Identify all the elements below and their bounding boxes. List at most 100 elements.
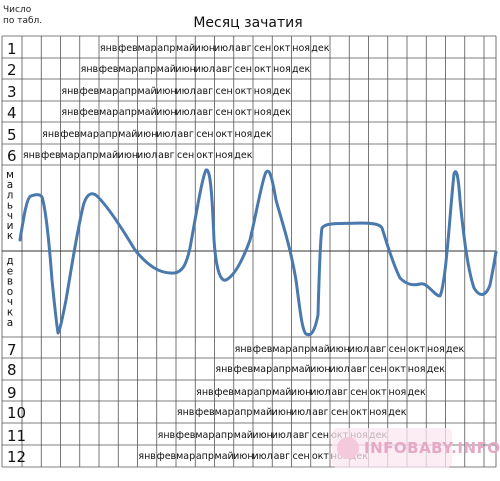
month-cell-апр: апр [80,150,98,161]
month-cell-июн: июн [195,43,215,54]
month-cell-июн: июн [137,129,157,140]
month-cell-окт: окт [312,451,330,462]
month-cell-фев: фев [41,150,61,161]
month-cell-апр: апр [119,86,137,97]
boy-label-letter: л [7,189,14,201]
month-cell-фев: фев [118,43,138,54]
month-cell-май: май [176,43,195,54]
month-cell-сен: сен [389,344,406,355]
month-cell-авг: авг [235,43,251,54]
month-cell-мар: мар [99,86,118,97]
month-cell-янв: янв [235,344,253,355]
month-cell-апр: апр [292,344,310,355]
month-cell-фев: фев [99,64,119,75]
month-cell-сен: сен [215,107,232,118]
month-cell-ноя: ноя [254,107,272,118]
month-cell-янв: янв [81,64,99,75]
boy-label-letter: ь [7,200,13,212]
month-cell-фев: фев [60,129,80,140]
gender-curve [18,168,498,337]
month-cell-мар: мар [215,407,234,418]
month-cell-фев: фев [80,86,100,97]
month-cell-ноя: ноя [273,64,291,75]
month-cell-янв: янв [177,407,195,418]
boy-label-letter: а [7,179,13,191]
top-row-number: 3 [7,83,17,101]
month-cell-окт: окт [254,64,272,75]
month-cell-фев: фев [80,107,100,118]
month-cell-дек: дек [388,407,406,418]
month-cell-янв: янв [23,150,41,161]
girl-label-letter: в [7,276,13,288]
month-cell-сен: сен [177,150,194,161]
month-cell-окт: окт [216,129,234,140]
month-cell-авг: авг [293,430,309,441]
corner-label-line2: по табл. [3,16,42,26]
month-cell-апр: апр [215,430,233,441]
month-cell-ноя: ноя [389,387,407,398]
month-cell-сен: сен [215,86,232,97]
month-cell-окт: окт [196,150,214,161]
bottom-row-number: 11 [7,427,26,445]
month-cell-июл: июл [176,107,196,118]
month-cell-авг: авг [216,64,232,75]
month-cell-авг: авг [351,364,367,375]
site-watermark: INFOBABY.INFO [332,428,500,468]
bottom-row-number: 10 [7,404,26,422]
month-cell-фев: фев [253,344,273,355]
month-cell-янв: янв [61,86,79,97]
month-cell-авг: авг [370,344,386,355]
month-cell-мар: мар [99,107,118,118]
top-row-number: 5 [7,126,17,144]
month-cell-дек: дек [311,43,329,54]
month-cell-авг: авг [158,150,174,161]
month-cell-мар: мар [253,364,272,375]
bottom-row-number: 9 [7,384,17,402]
month-cell-янв: янв [196,387,214,398]
top-row-number: 4 [7,104,17,122]
month-cell-дек: дек [254,129,272,140]
month-cell-май: май [272,387,291,398]
month-cell-авг: авг [331,387,347,398]
month-cell-июл: июл [214,43,234,54]
grid-lines [1,35,497,468]
boy-label-letter: м [6,169,14,181]
month-cell-сен: сен [331,407,348,418]
month-cell-июл: июл [330,364,350,375]
month-cell-июн: июн [291,387,311,398]
month-cell-дек: дек [408,387,426,398]
month-cell-ноя: ноя [254,86,272,97]
girl-label-letter: о [7,286,13,298]
month-cell-июл: июл [137,150,157,161]
month-cell-июн: июн [329,344,349,355]
top-row-number: 1 [7,40,17,58]
month-cell-июл: июл [310,387,330,398]
month-cell-ноя: ноя [369,407,387,418]
month-cell-сен: сен [369,364,386,375]
month-cell-июл: июл [272,430,292,441]
month-cell-фев: фев [176,430,196,441]
month-cell-июн: июн [156,107,176,118]
top-row-number: 2 [7,61,17,79]
watermark-backdrop [332,428,452,468]
month-cell-июн: июн [118,150,138,161]
month-cell-апр: апр [119,107,137,118]
month-cell-авг: авг [274,451,290,462]
month-cell-авг: авг [197,86,213,97]
month-cell-авг: авг [312,407,328,418]
month-cell-сен: сен [312,430,329,441]
month-cell-сен: сен [235,64,252,75]
month-cell-авг: авг [197,107,213,118]
month-cell-апр: апр [100,129,118,140]
month-cell-окт: окт [273,43,291,54]
month-cell-фев: фев [157,451,177,462]
corner-label-line1: Число [3,5,32,15]
month-cell-сен: сен [350,387,367,398]
month-cell-май: май [215,451,234,462]
month-cell-янв: янв [138,451,156,462]
month-cell-апр: апр [254,387,272,398]
month-cell-июл: июл [253,451,273,462]
